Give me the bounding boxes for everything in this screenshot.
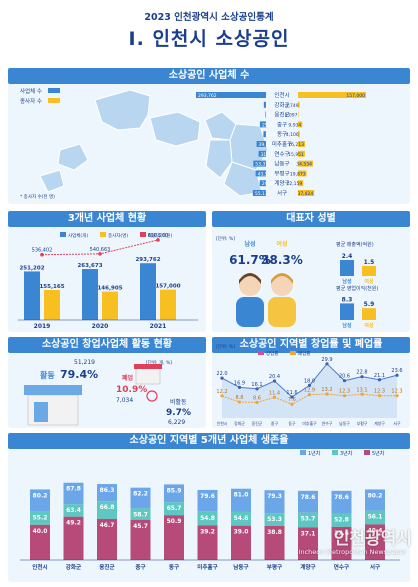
bar-value-label: 31,157 [261,152,277,158]
section-header-regional-rates: 소상공인 지역별 창업률 및 폐업률 [212,337,410,353]
bar-business [253,160,266,167]
bar-value-label: 19,873 [290,171,306,177]
legend-label: 종사자 수 [20,97,42,105]
bar-value-label: 55,137 [255,191,271,197]
bar-employee [298,180,304,187]
panel-three-year [8,214,206,332]
bar-business [255,170,266,177]
section-header-three-year: 3개년 사업체 현황 [8,211,206,227]
bar-business [252,190,266,196]
section-header-gender: 대표자 성별 [212,211,410,227]
bar-value-label: 37,424 [297,191,313,197]
bar-value-label: 4,106 [286,132,299,138]
bar-value-label: 293,762 [198,93,217,99]
legend-swatch [48,88,60,93]
category-label: 계양구 [274,179,289,187]
watermark-title: 인천광역시 [333,529,412,549]
panel-startup-activity [8,340,206,428]
section-header-startup-activity: 소상공인 창업사업체 활동 현황 [8,337,206,353]
bar-employee [298,160,313,167]
category-label: 연수구 [274,150,289,158]
panel-regional-rates [212,340,410,428]
category-label: 남동구 [274,160,289,168]
bar-employee [298,190,315,196]
category-label: 미추홀구 [272,140,292,148]
category-label: 옹진군 [274,111,289,119]
bar-business [259,121,266,128]
bar-value-label: 10,942 [265,132,281,138]
bar-employee [298,101,300,108]
bar-employee [298,150,305,157]
category-label: 강화군 [274,102,289,109]
bar-value-label: 157,000 [346,93,365,99]
bar-value-label: 26,281 [262,181,278,187]
bar-employee [298,121,303,128]
map-region [39,169,65,193]
bar-value-label: 43,596 [258,171,274,177]
legend-label: 사업체 수 [20,87,42,95]
bar-value-label: 9,934 [288,122,301,128]
bar-value-label: 25,411 [262,122,278,128]
bar-employee [298,131,300,138]
map-region [223,161,263,197]
bar-business [258,150,266,157]
bar-value-label: 39,647 [259,142,275,148]
bar-employee [298,170,307,177]
footnote: * 종사자 수(천 명) [20,193,55,200]
bar-business [196,92,266,98]
category-label: 인천시 [274,91,289,99]
category-label: 중구 [277,121,287,128]
bar-value-label: 2,511 [267,113,280,119]
page-title: I. 인천시 소상공인 [128,28,290,50]
map-region [57,143,89,171]
bar-employee [298,141,306,147]
category-label: 동구 [277,131,287,138]
panel-survival [8,436,410,582]
bar-business [265,111,266,118]
page-subtitle: 2023 인천광역시 소상공인통계 [144,12,274,23]
bar-value-label: 9,031 [266,103,279,109]
legend-swatch [48,98,60,103]
bar-employee [298,92,366,98]
bar-value-label: 15,951 [288,152,304,158]
bar-business [263,101,266,108]
bar-value-label: 34,534 [296,162,312,168]
panel-gender [212,214,410,332]
map-region [205,139,233,179]
bar-business [256,141,266,147]
bar-value-label: 53,339 [255,162,271,168]
category-label: 서구 [277,189,287,197]
bar-business [259,180,266,187]
bar-value-label: 16,213 [288,142,304,148]
bar-value-label: 3,749 [286,103,299,109]
map-region [149,111,201,147]
watermark-sub: Incheon Metropolitan Newspaper [298,548,406,556]
section-header-business-count: 소상공인 사업체 수 [8,68,410,84]
map-region [94,89,151,131]
section-header-survival: 소상공인 지역별 5개년 사업체 생존율 [8,433,410,449]
category-label: 부평구 [274,170,289,177]
bar-business [263,131,266,138]
bar-value-label: 12,159 [287,181,303,187]
bar-value-label: 1,097 [285,113,298,119]
